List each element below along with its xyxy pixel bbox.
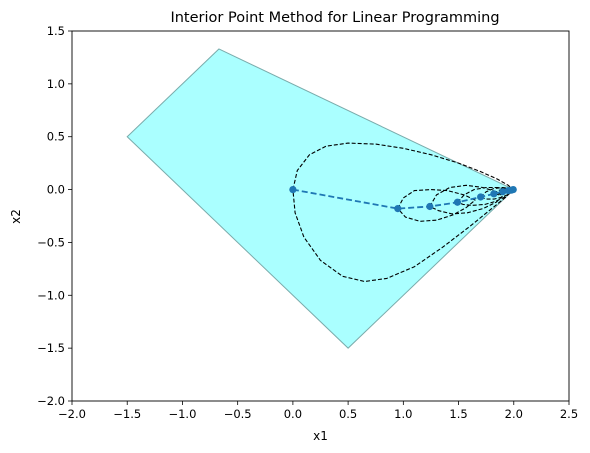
path-point-3 — [426, 202, 434, 211]
path-point-6 — [490, 190, 498, 198]
path-markers — [289, 185, 517, 213]
y-tick-label: 0.5 — [47, 130, 65, 144]
ellipsoid-2 — [397, 189, 476, 222]
x-tick-label: 1.0 — [394, 407, 412, 421]
path-point-4 — [453, 198, 462, 206]
path-point-1 — [289, 185, 297, 194]
y-tick-label: 0.0 — [47, 183, 65, 197]
x-tick-label: −1.0 — [168, 407, 196, 421]
x-tick-label: 0.0 — [284, 407, 302, 421]
x-tick-label: 2.5 — [560, 407, 578, 421]
ellipsoid-5 — [480, 186, 514, 200]
x-axis-ticks: −2.0 −1.5 −1.0 −0.5 0.0 0.5 1.0 1.5 2.0 2.5 — [58, 401, 578, 421]
path-point-10 — [509, 185, 517, 194]
ellipsoid-3 — [429, 184, 504, 215]
y-tick-label: −1.5 — [37, 341, 65, 355]
chart-title: Interior Point Method for Linear Program… — [170, 10, 499, 26]
path-point-2 — [394, 205, 402, 213]
x-tick-label: −1.5 — [113, 407, 141, 421]
x-tick-label: −0.5 — [224, 407, 252, 421]
y-tick-label: −0.5 — [37, 235, 65, 249]
x-tick-label: 1.5 — [449, 407, 467, 421]
y-tick-label: 1.0 — [47, 77, 65, 91]
plot-area — [126, 48, 517, 349]
path-point-5 — [477, 193, 485, 201]
x-tick-label: 2.0 — [505, 407, 523, 421]
y-axis-ticks: −2.0 −1.5 −1.0 −0.5 0.0 0.5 1.0 1.5 — [37, 24, 72, 408]
axes-frame — [71, 30, 570, 402]
y-tick-label: 1.5 — [47, 24, 65, 38]
y-tick-label: −2.0 — [37, 394, 65, 408]
path-point-7 — [499, 188, 507, 196]
x-axis-label: x1 — [313, 429, 328, 443]
feasible-region — [126, 48, 515, 349]
x-tick-label: −2.0 — [58, 407, 86, 421]
y-tick-label: −1.0 — [37, 288, 65, 302]
x-tick-label: 0.5 — [339, 407, 357, 421]
ellipsoid-4 — [457, 186, 512, 206]
y-axis-label: x2 — [9, 209, 23, 224]
